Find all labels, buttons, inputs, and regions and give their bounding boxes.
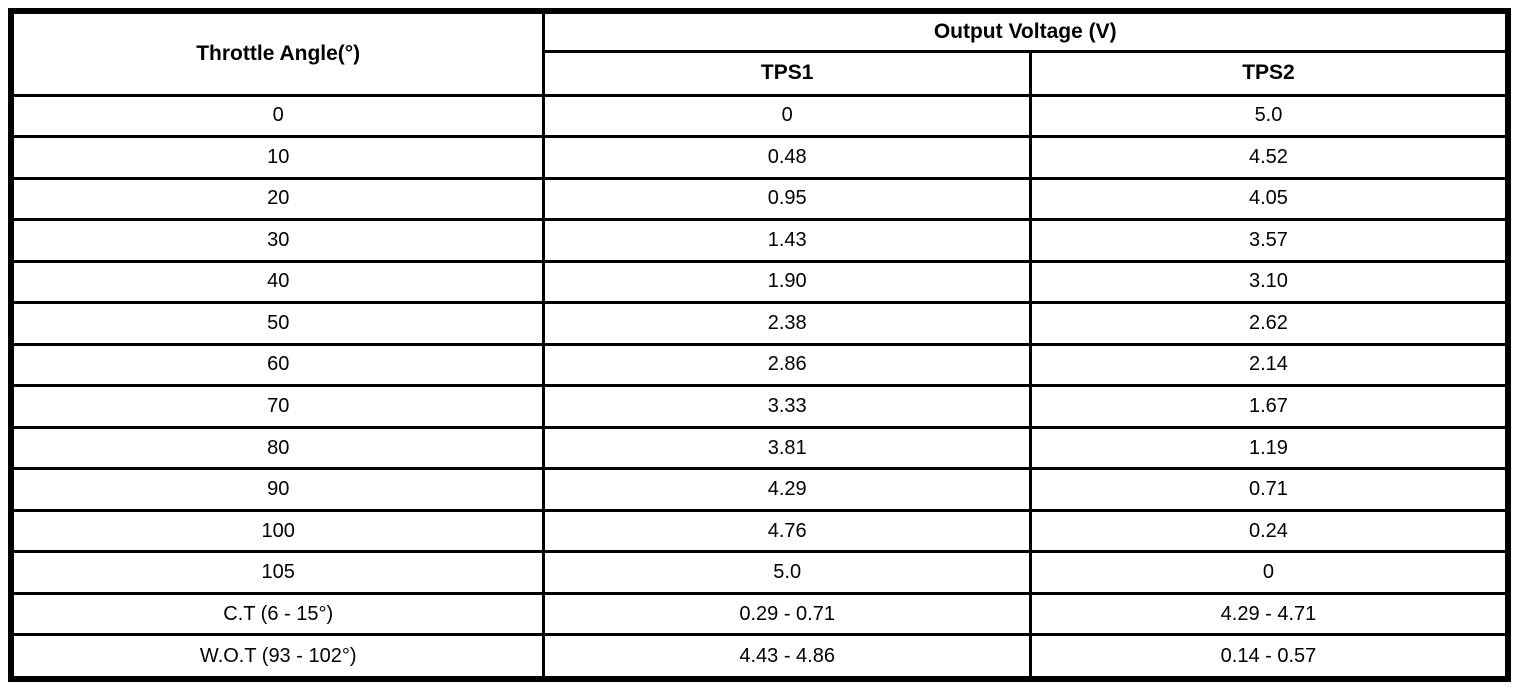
output-voltage-header: Output Voltage (V)	[542, 9, 1510, 53]
table-body: 0 0 5.0 10 0.48 4.52 20 0.95 4.05 30 1.4…	[9, 93, 1510, 681]
tps2-cell: 3.10	[1028, 259, 1510, 305]
throttle-angle-cell: C.T (6 - 15°)	[9, 591, 546, 637]
tps2-cell: 4.52	[1028, 135, 1510, 180]
tps2-cell: 0.14 - 0.57	[1028, 633, 1510, 681]
tps2-cell: 5.0	[1028, 93, 1510, 139]
tps1-cell: 0.95	[542, 176, 1032, 222]
throttle-angle-cell: 60	[9, 342, 546, 388]
table-row: 80 3.81 1.19	[9, 425, 1510, 471]
table-row: 0 0 5.0	[9, 93, 1510, 139]
tps-voltage-table: Throttle Angle(°) Output Voltage (V) TPS…	[8, 8, 1511, 682]
throttle-angle-cell: 70	[9, 384, 546, 429]
tps1-cell: 0.29 - 0.71	[542, 591, 1032, 637]
table-row: W.O.T (93 - 102°) 4.43 - 4.86 0.14 - 0.5…	[9, 633, 1510, 681]
table-row: 90 4.29 0.71	[9, 467, 1510, 512]
tps2-cell: 2.14	[1028, 342, 1510, 388]
throttle-angle-cell: 20	[9, 176, 546, 222]
tps2-cell: 4.05	[1028, 176, 1510, 222]
table-row: C.T (6 - 15°) 0.29 - 0.71 4.29 - 4.71	[9, 591, 1510, 637]
table-header: Throttle Angle(°) Output Voltage (V) TPS…	[9, 9, 1510, 97]
tps1-cell: 5.0	[542, 550, 1032, 595]
tps1-cell: 3.33	[542, 384, 1032, 429]
throttle-angle-cell: 80	[9, 425, 546, 471]
tps2-cell: 1.67	[1028, 384, 1510, 429]
table-row: 10 0.48 4.52	[9, 135, 1510, 180]
tps1-cell: 4.76	[542, 508, 1032, 554]
tps1-header: TPS1	[542, 49, 1032, 97]
throttle-angle-cell: 10	[9, 135, 546, 180]
throttle-angle-cell: 40	[9, 259, 546, 305]
tps1-cell: 2.38	[542, 301, 1032, 346]
header-row-1: Throttle Angle(°) Output Voltage (V)	[9, 9, 1510, 97]
header-row-2: TPS1 TPS2	[11, 49, 1510, 97]
tps1-cell: 4.29	[542, 467, 1032, 512]
tps2-header: TPS2	[1028, 49, 1510, 97]
throttle-angle-cell: 50	[9, 301, 546, 346]
table-row: 30 1.43 3.57	[9, 218, 1510, 263]
throttle-angle-header: Throttle Angle(°)	[9, 9, 546, 97]
tps2-cell: 3.57	[1028, 218, 1510, 263]
table-row: 20 0.95 4.05	[9, 176, 1510, 222]
throttle-angle-cell: 0	[9, 93, 546, 139]
tps1-cell: 0	[542, 93, 1032, 139]
tps2-cell: 2.62	[1028, 301, 1510, 346]
throttle-angle-cell: W.O.T (93 - 102°)	[9, 633, 546, 681]
table-row: 50 2.38 2.62	[9, 301, 1510, 346]
tps1-cell: 0.48	[542, 135, 1032, 180]
table-row: 40 1.90 3.10	[9, 259, 1510, 305]
table-row: 105 5.0 0	[9, 550, 1510, 595]
tps1-cell: 4.43 - 4.86	[542, 633, 1032, 681]
tps2-cell: 0.24	[1028, 508, 1510, 554]
throttle-angle-cell: 100	[9, 508, 546, 554]
throttle-angle-cell: 90	[9, 467, 546, 512]
throttle-angle-cell: 105	[9, 550, 546, 595]
tps1-cell: 2.86	[542, 342, 1032, 388]
tps2-cell: 4.29 - 4.71	[1028, 591, 1510, 637]
table-row: 60 2.86 2.14	[9, 342, 1510, 388]
tps2-cell: 0	[1028, 550, 1510, 595]
tps2-cell: 0.71	[1028, 467, 1510, 512]
tps1-cell: 3.81	[542, 425, 1032, 471]
table-row: 70 3.33 1.67	[9, 384, 1510, 429]
table-row: 100 4.76 0.24	[9, 508, 1510, 554]
tps1-cell: 1.90	[542, 259, 1032, 305]
tps2-cell: 1.19	[1028, 425, 1510, 471]
throttle-angle-cell: 30	[9, 218, 546, 263]
tps1-cell: 1.43	[542, 218, 1032, 263]
